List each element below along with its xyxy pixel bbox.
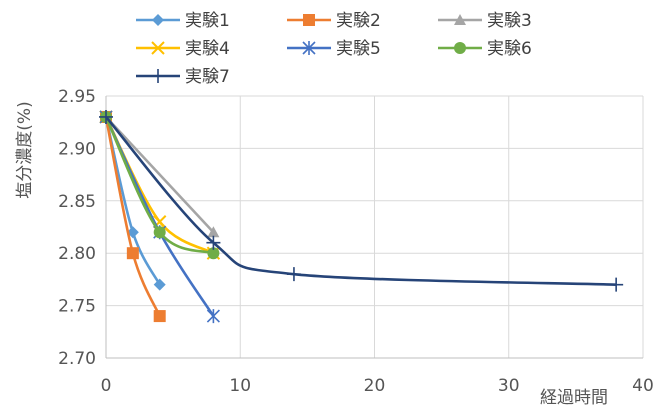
legend-label: 実験4: [185, 39, 230, 59]
x-tick-label: 0: [101, 376, 112, 396]
series-line: [105, 116, 215, 234]
data-point: [153, 226, 166, 239]
legend-item: 実験7: [136, 67, 230, 87]
legend-label: 実験5: [336, 39, 381, 59]
legend-item: 実験2: [287, 11, 381, 31]
x-tick-label: 30: [498, 376, 520, 396]
legend-marker: [152, 14, 164, 26]
legend-label: 実験2: [336, 11, 381, 31]
gridlines: [106, 95, 644, 359]
data-point: [609, 277, 624, 292]
legend-marker: [302, 41, 316, 55]
y-tick-label: 2.80: [58, 244, 96, 264]
legend-marker: [454, 42, 466, 54]
y-tick-label: 2.75: [58, 297, 96, 317]
data-point: [207, 247, 220, 260]
y-tick-label: 2.95: [58, 87, 96, 107]
legend-item: 実験1: [136, 11, 230, 31]
legend-item: 実験6: [438, 39, 532, 59]
legend-label: 実験3: [487, 11, 532, 31]
legend-marker: [151, 41, 165, 55]
data-point: [99, 109, 113, 124]
legend-item: 実験4: [136, 39, 230, 59]
data-point: [126, 247, 139, 260]
legend-label: 実験1: [185, 11, 230, 31]
data-point: [206, 309, 220, 324]
legend-label: 実験7: [185, 67, 230, 87]
legend-marker: [454, 14, 466, 25]
series-line: [105, 116, 617, 286]
y-tick-label: 2.70: [58, 349, 96, 369]
y-tick-label: 2.85: [58, 192, 96, 212]
legend-item: 実験5: [287, 39, 381, 59]
x-tick-label: 10: [229, 376, 251, 396]
data-point: [153, 310, 166, 323]
tick-labels: 2.95 2.90 2.85 2.80 2.75 2.700 10 20 30 40: [58, 87, 654, 396]
x-axis-title: 経過時間: [540, 388, 608, 405]
data-point: [286, 267, 301, 282]
series-layer: [99, 109, 624, 324]
y-tick-label: 2.90: [58, 139, 96, 159]
legend-marker: [303, 14, 315, 26]
legend-label: 実験6: [487, 39, 532, 59]
x-tick-label: 20: [364, 376, 386, 396]
data-point: [153, 278, 166, 291]
x-tick-label: 40: [632, 376, 654, 396]
legend: 実験1 実験2 実験3 実験4 実験5 実験6 実験7: [136, 11, 532, 87]
data-point: [206, 235, 221, 250]
legend-item: 実験3: [438, 11, 532, 31]
y-axis-title: 塩分濃度(%): [15, 101, 35, 198]
legend-marker: [151, 69, 165, 83]
axes: [105, 96, 643, 359]
data-point: [207, 226, 220, 238]
series-7: [99, 109, 624, 292]
series-5: [99, 109, 220, 324]
